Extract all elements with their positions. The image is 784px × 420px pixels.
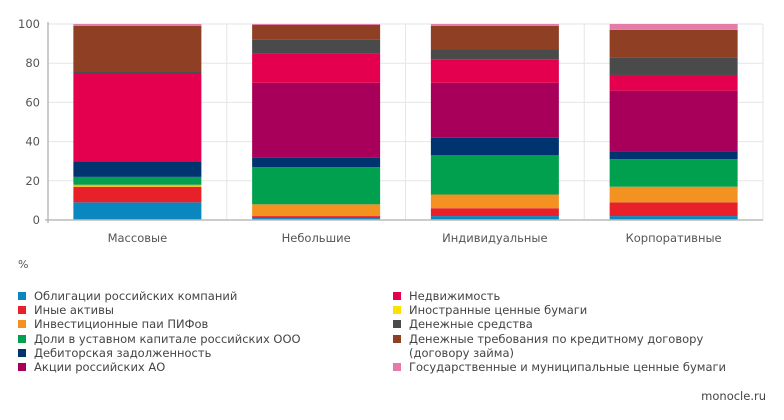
legend-swatch [18, 348, 26, 357]
legend-left-column: Облигации российских компаний Иные активы… [18, 289, 301, 374]
x-tick-label: Индивидуальные [442, 231, 547, 245]
x-tick-label: Массовые [108, 231, 168, 245]
bar-segment [252, 218, 381, 220]
bar-segment [609, 74, 738, 91]
legend-right-column: Недвижимость Иностранные ценные бумаги Ден… [393, 289, 726, 374]
bar-segment [252, 24, 381, 40]
bar-segment [252, 157, 381, 168]
legend-swatch [393, 320, 401, 329]
legend-swatch [18, 363, 26, 372]
bar-segment [430, 208, 559, 217]
y-tick-label: 80 [25, 56, 40, 70]
bar-segment [252, 204, 381, 217]
bar-segment [430, 216, 559, 220]
legend-label: Иностранные ценные бумаги [409, 303, 588, 318]
legend-item: Доли в уставном капитале российских ООО [18, 332, 301, 346]
bar-segment [252, 39, 381, 54]
bar-segment [73, 161, 202, 177]
bar-segment [252, 53, 381, 83]
legend-label-continued: (договору займа) [409, 345, 514, 360]
bar-segment [609, 151, 738, 160]
y-tick-label: 40 [25, 135, 40, 149]
legend-swatch [18, 334, 26, 343]
bar-segment [73, 72, 202, 73]
bar-segment [252, 82, 381, 158]
bar-segment [609, 186, 738, 203]
bar-segment [252, 167, 381, 205]
bar-segment [73, 25, 202, 73]
legend-label: Денежные средства [409, 317, 533, 332]
bar-segment [609, 90, 738, 152]
legend-item: Акции российских АО [18, 360, 301, 374]
bar-segment [609, 216, 738, 220]
bar-segment [73, 202, 202, 220]
legend-label: Недвижимость [409, 289, 501, 303]
y-tick-label: 0 [33, 213, 40, 227]
bar-segment [73, 186, 202, 203]
stacked-bar-chart: 0 20 40 60 80 100 Массовые Небольшие Индивидуаль… [18, 17, 764, 245]
bar-segment [252, 216, 381, 219]
bar-segment [430, 82, 559, 138]
source-credit: monocle.ru [701, 389, 766, 403]
legend-item: Недвижимость [393, 289, 726, 303]
legend-swatch [18, 306, 26, 315]
legend-item: Инвестиционные паи ПИФов [18, 317, 301, 331]
y-tick-label: 100 [18, 17, 40, 31]
legend-label: Иные активы [34, 303, 114, 318]
bar-segment [430, 155, 559, 195]
legend-label: Акции российских АО [34, 360, 166, 375]
bar-segment [609, 202, 738, 217]
bar-segment [73, 73, 202, 162]
bar-segment [73, 24, 202, 26]
legend-swatch [18, 292, 26, 300]
bar-segment [609, 57, 738, 75]
bar-segment [430, 137, 559, 156]
legend-label: Дебиторская задолженность [34, 345, 212, 360]
legend-swatch [393, 306, 401, 315]
x-tick-label: Корпоративные [626, 231, 722, 245]
legend-swatch [393, 363, 401, 372]
legend-item: Денежные требования по кредитному догово… [393, 332, 726, 360]
bar-segment [73, 176, 202, 185]
legend-label: Инвестиционные паи ПИФов [34, 317, 209, 332]
y-tick-label: 20 [25, 174, 40, 188]
x-tick-label: Небольшие [282, 231, 351, 245]
bar-segment [73, 184, 202, 186]
bar-segment [609, 29, 738, 58]
legend-label: Государственные и муниципальные ценные б… [409, 360, 727, 375]
bar-segment [609, 24, 738, 30]
bar-segment [252, 24, 381, 25]
legend-item: Государственные и муниципальные ценные б… [393, 360, 726, 374]
legend-swatch [393, 292, 401, 300]
legend-item: Дебиторская задолженность [18, 346, 301, 360]
legend-item: Денежные средства [393, 317, 726, 331]
bar-segment [430, 25, 559, 50]
legend-label: Облигации российских компаний [34, 289, 238, 303]
bar-segment [430, 49, 559, 60]
bar-segment [609, 159, 738, 187]
bar-segment [430, 59, 559, 83]
legend-label: Денежные требования по кредитному догово… [409, 331, 704, 346]
y-tick-label: 60 [25, 95, 40, 109]
bar-segment [430, 24, 559, 26]
legend-swatch [18, 320, 26, 329]
legend-item: Иностранные ценные бумаги [393, 303, 726, 317]
legend-swatch [393, 334, 401, 343]
y-axis-unit-label: % [18, 258, 29, 271]
bar-segment [73, 185, 202, 187]
legend-label: Доли в уставном капитале российских ООО [34, 331, 301, 346]
bar-segment [430, 194, 559, 209]
legend-item: Облигации российских компаний [18, 289, 301, 303]
legend-item: Иные активы [18, 303, 301, 317]
